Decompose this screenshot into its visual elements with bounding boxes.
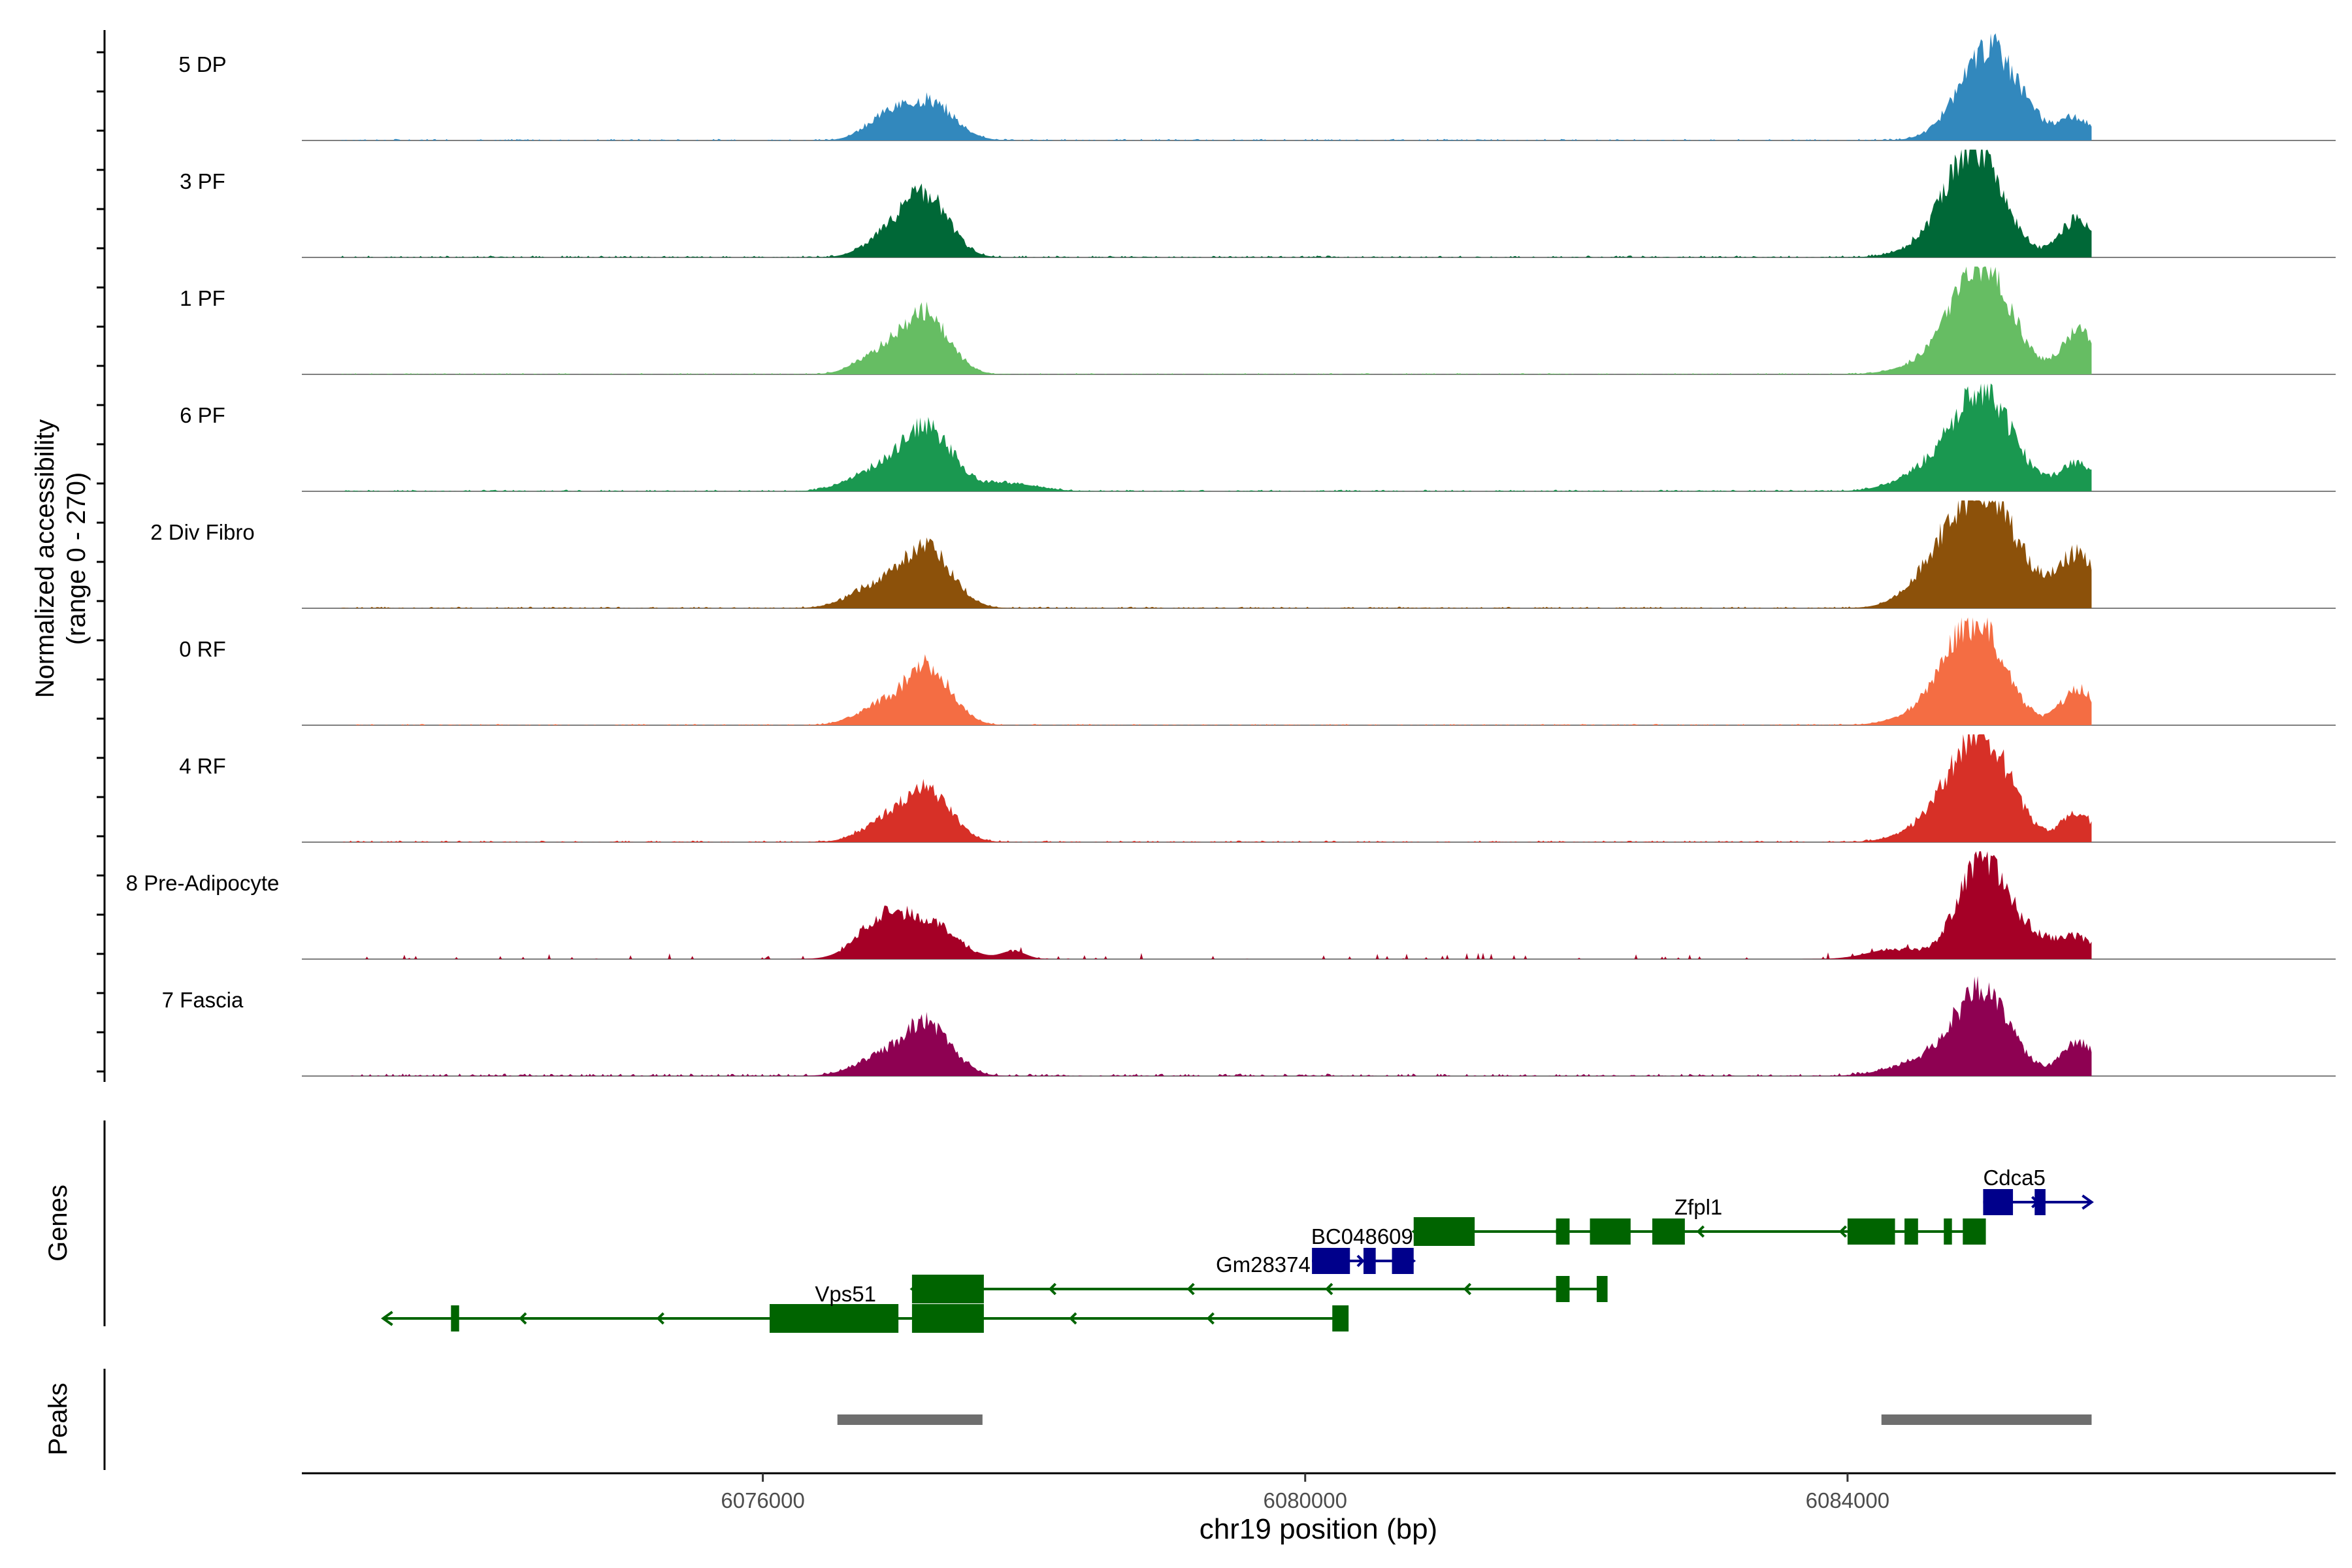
strand-arrow bbox=[1838, 1225, 1847, 1238]
gene-exon bbox=[1596, 1276, 1608, 1302]
peak-region-bar bbox=[1881, 1414, 2092, 1425]
strand-arrow bbox=[519, 1312, 527, 1325]
coverage-track: 7 Fascia bbox=[162, 975, 2336, 1077]
strand-arrow bbox=[1356, 1254, 1365, 1267]
coverage-track: 1 PF bbox=[180, 267, 2336, 375]
gene-exon bbox=[911, 1275, 984, 1303]
coverage-track: 3 PF bbox=[180, 150, 2336, 258]
gene-exon bbox=[1652, 1218, 1685, 1245]
x-axis-tick-label: 6084000 bbox=[1806, 1488, 1889, 1512]
coverage-track: 6 PF bbox=[180, 384, 2336, 492]
gene-name-label: BC048609 bbox=[1311, 1224, 1413, 1249]
gene-exon bbox=[1556, 1218, 1570, 1245]
gene-model: BC048609 bbox=[1311, 1224, 1416, 1274]
gene-model: Gm28374 bbox=[909, 1252, 1608, 1303]
track-label: 1 PF bbox=[180, 286, 225, 310]
strand-arrow bbox=[656, 1312, 664, 1325]
peak-region-track bbox=[837, 1414, 2092, 1425]
strand-arrow bbox=[1069, 1312, 1077, 1325]
gene-exon bbox=[1312, 1248, 1350, 1274]
coverage-area bbox=[302, 851, 2092, 959]
gene-exon bbox=[1904, 1218, 1918, 1245]
x-axis-ticks: 6076000 6080000 6084000 bbox=[721, 1473, 1889, 1512]
gene-exon bbox=[1413, 1217, 1475, 1246]
track-label: 2 Div Fibro bbox=[150, 520, 255, 544]
track-label: 7 Fascia bbox=[162, 988, 244, 1012]
gene-exon bbox=[1363, 1248, 1376, 1274]
gene-name-label: Gm28374 bbox=[1216, 1252, 1311, 1277]
gene-exon bbox=[1332, 1305, 1349, 1331]
track-label: 0 RF bbox=[179, 637, 226, 661]
coverage-area bbox=[302, 384, 2092, 491]
strand-arrow bbox=[381, 1311, 393, 1326]
strand-arrow bbox=[1048, 1282, 1056, 1296]
coverage-track: 5 DP bbox=[178, 33, 2336, 141]
gene-exon bbox=[1392, 1248, 1414, 1274]
y-axis-title-line2: (range 0 - 270) bbox=[62, 472, 91, 645]
strand-arrow bbox=[1325, 1282, 1333, 1296]
peak-region-bar bbox=[837, 1414, 983, 1425]
gene-exon bbox=[769, 1304, 899, 1333]
gene-exon bbox=[2034, 1189, 2046, 1215]
x-axis-title: chr19 position (bp) bbox=[1200, 1513, 1437, 1545]
track-label: 4 RF bbox=[179, 754, 226, 778]
gene-model: Cdca5 bbox=[1983, 1166, 2094, 1215]
gene-exon bbox=[1944, 1218, 1952, 1245]
coverage-area bbox=[302, 500, 2092, 608]
coverage-track: 2 Div Fibro bbox=[150, 500, 2336, 609]
coverage-track: 8 Pre-Adipocyte bbox=[126, 851, 2336, 960]
coverage-area bbox=[302, 267, 2092, 374]
gene-model: Zfpl1 bbox=[1411, 1195, 1986, 1246]
coverage-area bbox=[302, 617, 2092, 725]
track-label: 6 PF bbox=[180, 403, 225, 427]
coverage-tracks: 5 DP 3 PF 1 PF 6 PF 2 Div Fibro 0 RF 4 RF 8 Pre… bbox=[97, 33, 2336, 1077]
strand-arrow bbox=[1186, 1282, 1195, 1296]
gene-exon bbox=[1847, 1218, 1895, 1245]
gene-name-label: Zfpl1 bbox=[1674, 1195, 1722, 1219]
peaks-panel-label: Peaks bbox=[44, 1382, 73, 1455]
gene-model: Vps51 bbox=[381, 1282, 1349, 1333]
coverage-area bbox=[302, 33, 2092, 140]
gene-exon bbox=[911, 1304, 984, 1333]
track-label: 3 PF bbox=[180, 169, 225, 193]
strand-arrow bbox=[1206, 1312, 1215, 1325]
gene-exon bbox=[1983, 1189, 2014, 1215]
track-label: 8 Pre-Adipocyte bbox=[126, 871, 280, 895]
gene-name-label: Vps51 bbox=[815, 1282, 876, 1306]
coverage-area bbox=[302, 150, 2092, 257]
x-axis-tick-label: 6080000 bbox=[1264, 1488, 1347, 1512]
coverage-area bbox=[302, 734, 2092, 842]
x-axis-tick-label: 6076000 bbox=[721, 1488, 804, 1512]
coverage-area bbox=[302, 975, 2092, 1076]
track-label: 5 DP bbox=[178, 52, 226, 76]
gene-name-label: Cdca5 bbox=[1983, 1166, 2045, 1190]
gene-exon bbox=[1556, 1276, 1570, 1302]
strand-arrow bbox=[2082, 1194, 2094, 1210]
coverage-track: 0 RF bbox=[179, 617, 2336, 726]
gene-exon bbox=[1963, 1218, 1986, 1245]
strand-arrow bbox=[1696, 1225, 1705, 1238]
coverage-track: 4 RF bbox=[179, 734, 2336, 843]
y-axis-title-line1: Normalized accessibility bbox=[31, 419, 59, 698]
genes-panel-label: Genes bbox=[44, 1184, 73, 1262]
gene-exon bbox=[1590, 1218, 1631, 1245]
strand-arrow bbox=[1463, 1282, 1472, 1296]
gene-exon bbox=[451, 1305, 459, 1331]
